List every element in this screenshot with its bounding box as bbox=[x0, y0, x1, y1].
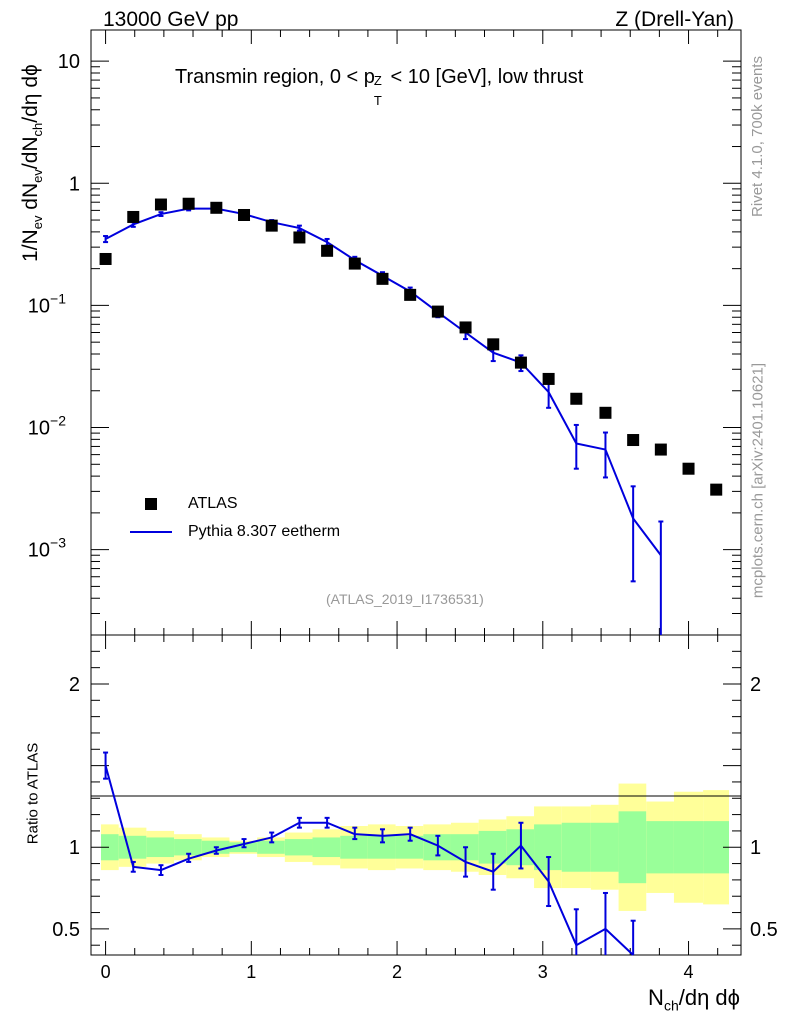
rivet-label: Rivet 4.1.0, 700k events bbox=[749, 56, 766, 217]
plot-title-pre: Transmin region, 0 < p bbox=[175, 66, 375, 88]
atlas-point bbox=[293, 231, 306, 244]
ratio-y-tick-label: 0.5 bbox=[52, 919, 80, 941]
legend-atlas-label: ATLAS bbox=[188, 495, 238, 512]
atlas-point bbox=[654, 443, 667, 456]
ratio-y-tick-label: 2 bbox=[69, 674, 80, 696]
ratio-plot-frame bbox=[90, 634, 742, 956]
atlas-point bbox=[348, 257, 361, 270]
header-left: 13000 GeV pp bbox=[103, 8, 239, 31]
ylabel-c-sub: ch bbox=[30, 122, 46, 137]
plot-title-sub: T bbox=[373, 93, 382, 108]
x-tick-label: 1 bbox=[246, 962, 256, 982]
ratio-y-tick-label: 1 bbox=[69, 837, 80, 859]
band-inner-11 bbox=[395, 835, 424, 859]
xlabel-base: N bbox=[648, 985, 664, 1010]
band-inner-20 bbox=[646, 821, 674, 874]
plot-title-sup: Z bbox=[373, 73, 382, 88]
pythia-series bbox=[103, 205, 664, 635]
legend bbox=[130, 498, 172, 533]
atlas-point bbox=[459, 321, 472, 334]
band-inner-18 bbox=[590, 822, 619, 872]
atlas-point bbox=[570, 392, 583, 405]
x-tick-label: 0 bbox=[101, 962, 111, 982]
legend-pythia-label: Pythia 8.307 eetherm bbox=[188, 523, 341, 540]
x-tick-label: 3 bbox=[538, 962, 548, 982]
xlabel-rest: /dη dϕ bbox=[678, 985, 740, 1010]
y-tick-label: 1 bbox=[69, 173, 80, 195]
ratio-y-tick-label-right: 2 bbox=[750, 674, 761, 696]
header-right: Z (Drell-Yan) bbox=[615, 8, 734, 31]
analysis-id: (ATLAS_2019_I1736531) bbox=[326, 591, 484, 607]
band-inner-7 bbox=[284, 839, 313, 856]
x-tick-label: 2 bbox=[392, 962, 402, 982]
band-inner-19 bbox=[618, 811, 647, 884]
atlas-point bbox=[431, 305, 444, 318]
atlas-point bbox=[599, 406, 612, 419]
y-tick-label: 10−3 bbox=[28, 535, 66, 562]
y-tick-exponent: −1 bbox=[50, 290, 66, 306]
main-plot-frame bbox=[90, 29, 742, 636]
ylabel-c: /dN bbox=[18, 136, 42, 170]
atlas-point bbox=[182, 197, 195, 210]
band-inner-1 bbox=[118, 835, 147, 859]
plot-title-post: < 10 [GeV], low thrust bbox=[384, 66, 584, 88]
pythia-ratio-series bbox=[103, 751, 636, 956]
band-inner-8 bbox=[312, 837, 341, 858]
ylabel-d: /dη dϕ bbox=[18, 64, 42, 123]
band-inner-9 bbox=[340, 835, 368, 859]
band-inner-10 bbox=[367, 835, 396, 859]
atlas-point bbox=[710, 483, 723, 496]
ratio-y-axis-label: Ratio to ATLAS bbox=[24, 742, 42, 845]
y-tick-label: 10 bbox=[58, 51, 80, 73]
axis-ticks bbox=[91, 30, 741, 955]
atlas-point bbox=[154, 198, 167, 211]
band-inner-3 bbox=[174, 839, 202, 856]
legend-atlas-marker bbox=[145, 498, 157, 510]
atlas-point bbox=[99, 252, 112, 265]
band-inner-21 bbox=[673, 821, 704, 874]
ratio-y-tick-label-right: 1 bbox=[750, 837, 761, 859]
atlas-point bbox=[321, 244, 334, 257]
atlas-point bbox=[487, 338, 500, 351]
y-tick-exponent: −2 bbox=[50, 413, 66, 429]
atlas-point bbox=[404, 288, 417, 301]
atlas-point bbox=[376, 272, 389, 285]
x-tick-label: 4 bbox=[684, 962, 694, 982]
ylabel-a: 1/N bbox=[18, 229, 42, 262]
band-inner-17 bbox=[561, 822, 591, 872]
y-tick-label: 10−2 bbox=[28, 413, 66, 440]
ratio-uncertainty-bands bbox=[101, 783, 729, 911]
atlas-point bbox=[682, 462, 695, 475]
band-inner-0 bbox=[101, 834, 119, 861]
atlas-point bbox=[127, 210, 140, 223]
ylabel-b-sub: ev bbox=[30, 169, 46, 183]
atlas-series bbox=[99, 197, 723, 496]
y-tick-exponent: −3 bbox=[50, 535, 66, 551]
atlas-point bbox=[542, 372, 555, 385]
atlas-point bbox=[627, 434, 640, 447]
band-inner-6 bbox=[257, 840, 285, 854]
atlas-point bbox=[210, 201, 223, 214]
ylabel-b: dN bbox=[18, 182, 42, 216]
band-inner-2 bbox=[146, 837, 175, 858]
atlas-point bbox=[265, 219, 278, 232]
ratio-y-tick-label-right: 0.5 bbox=[750, 919, 778, 941]
x-axis-label: Nch/dη dϕ bbox=[648, 985, 740, 1013]
atlas-point bbox=[238, 208, 251, 221]
y-axis-label: 1/Nev dNev/dNch/dη dϕ bbox=[19, 0, 45, 333]
xlabel-sub: ch bbox=[663, 997, 679, 1014]
ylabel-a-sub: ev bbox=[30, 215, 46, 230]
pythia-ratio-line bbox=[104, 765, 634, 956]
mcplots-label: mcplots.cern.ch [arXiv:2401.10621] bbox=[749, 362, 767, 599]
atlas-point bbox=[514, 356, 527, 369]
